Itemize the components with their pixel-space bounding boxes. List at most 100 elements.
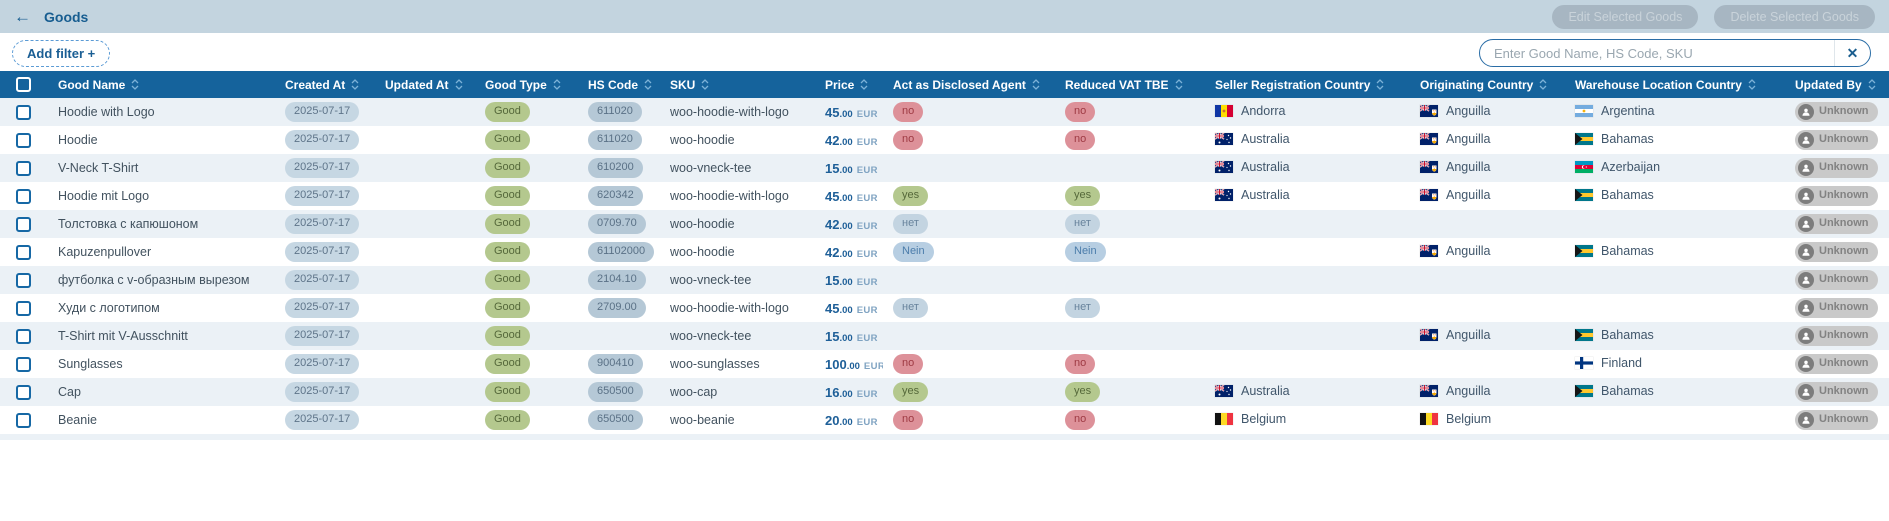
updated-by-badge: Unknown <box>1795 242 1878 262</box>
table-row: Толстовка с капюшоном 2025-07-17 Good 07… <box>0 210 1889 238</box>
column-header-reduced-vat-tbe[interactable]: Reduced VAT TBE <box>1055 71 1205 98</box>
sort-icon[interactable] <box>1539 79 1547 90</box>
row-checkbox[interactable] <box>16 300 31 316</box>
row-checkbox[interactable] <box>16 132 31 148</box>
column-header-price[interactable]: Price <box>815 71 883 98</box>
column-header-created-at[interactable]: Created At <box>275 71 375 98</box>
updated-by-badge: Unknown <box>1795 130 1878 150</box>
reduced-vat-cell: no <box>1055 406 1205 434</box>
seller-registration-country-cell: Australia <box>1205 378 1410 406</box>
column-header-hs-code[interactable]: HS Code <box>578 71 660 98</box>
disclosed-agent-cell <box>883 322 1055 350</box>
flag-icon-bahamas <box>1575 133 1593 145</box>
disclosed-agent-cell <box>883 266 1055 294</box>
column-header-act-as-disclosed-agent[interactable]: Act as Disclosed Agent <box>883 71 1055 98</box>
updated-at-cell <box>375 238 475 266</box>
sort-icon[interactable] <box>1868 79 1876 90</box>
row-checkbox[interactable] <box>16 104 31 120</box>
table-row: Sunglasses 2025-07-17 Good 900410 woo-su… <box>0 350 1889 378</box>
column-header-seller-registration-country[interactable]: Seller Registration Country <box>1205 71 1410 98</box>
row-checkbox[interactable] <box>16 412 31 428</box>
sort-icon[interactable] <box>1032 79 1040 90</box>
good-name-cell: Hoodie with Logo <box>58 105 155 119</box>
hs-code-cell: 620342 <box>578 182 660 210</box>
row-checkbox[interactable] <box>16 188 31 204</box>
originating-country-cell <box>1410 294 1565 322</box>
warehouse-location-country-cell: Bahamas <box>1565 378 1785 406</box>
delete-selected-goods-button[interactable]: Delete Selected Goods <box>1714 4 1875 29</box>
add-filter-button[interactable]: Add filter + <box>12 39 111 67</box>
table-row: V-Neck T-Shirt 2025-07-17 Good 610200 wo… <box>0 154 1889 182</box>
partial-next-row <box>0 434 1889 440</box>
search-input[interactable] <box>1480 45 1834 61</box>
flag-icon-belgium <box>1215 413 1233 425</box>
row-checkbox[interactable] <box>16 384 31 400</box>
column-header-updated-at[interactable]: Updated At <box>375 71 475 98</box>
disclosed-agent-cell: нет <box>883 294 1055 322</box>
flag-icon-anguilla <box>1420 161 1438 173</box>
hs-code-cell: 610200 <box>578 154 660 182</box>
good-type-badge: Good <box>485 354 530 374</box>
page-title: Goods <box>44 8 89 25</box>
edit-selected-goods-button[interactable]: Edit Selected Goods <box>1552 4 1699 29</box>
created-at-badge: 2025-07-17 <box>285 158 360 178</box>
sort-icon[interactable] <box>131 79 139 90</box>
column-header-warehouse-location-country[interactable]: Warehouse Location Country <box>1565 71 1785 98</box>
row-checkbox[interactable] <box>16 272 31 288</box>
warehouse-location-country-cell: Bahamas <box>1565 322 1785 350</box>
created-at-badge: 2025-07-17 <box>285 410 360 430</box>
column-header-good-type[interactable]: Good Type <box>475 71 578 98</box>
warehouse-location-country-cell <box>1565 266 1785 294</box>
flag-icon-bahamas <box>1575 189 1593 201</box>
row-checkbox[interactable] <box>16 328 31 344</box>
sort-icon[interactable] <box>860 79 868 90</box>
column-header-sku[interactable]: SKU <box>660 71 815 98</box>
updated-by-badge: Unknown <box>1795 214 1878 234</box>
column-header-updated-by[interactable]: Updated By <box>1785 71 1889 98</box>
created-at-badge: 2025-07-17 <box>285 130 360 150</box>
disclosed-agent-badge: Nein <box>893 242 934 262</box>
good-type-cell: Good <box>475 126 578 154</box>
created-at-badge: 2025-07-17 <box>285 382 360 402</box>
updated-at-cell <box>375 182 475 210</box>
reduced-vat-badge: no <box>1065 130 1096 150</box>
created-at-cell: 2025-07-17 <box>275 322 375 350</box>
sku-cell: woo-beanie <box>670 413 735 427</box>
clear-search-button[interactable]: ✕ <box>1834 40 1870 66</box>
originating-country-cell: Anguilla <box>1410 154 1565 182</box>
row-checkbox[interactable] <box>16 216 31 232</box>
good-type-badge: Good <box>485 214 530 234</box>
select-all-checkbox[interactable] <box>16 76 31 92</box>
good-type-cell: Good <box>475 322 578 350</box>
row-checkbox[interactable] <box>16 244 31 260</box>
row-select-cell <box>0 266 48 294</box>
sort-icon[interactable] <box>553 79 561 90</box>
created-at-badge: 2025-07-17 <box>285 354 360 374</box>
column-header-originating-country[interactable]: Originating Country <box>1410 71 1565 98</box>
hs-code-badge: 610200 <box>588 158 643 178</box>
back-arrow-icon[interactable]: ← <box>14 7 31 26</box>
flag-icon-anguilla <box>1420 329 1438 341</box>
seller-registration-country-cell <box>1205 294 1410 322</box>
sort-icon[interactable] <box>644 79 652 90</box>
row-select-cell <box>0 210 48 238</box>
flag-icon-belgium <box>1420 413 1438 425</box>
originating-country-cell: Anguilla <box>1410 182 1565 210</box>
column-header-good-name[interactable]: Good Name <box>48 71 275 98</box>
sort-icon[interactable] <box>1376 79 1384 90</box>
good-type-badge: Good <box>485 298 530 318</box>
good-name-cell: Beanie <box>58 413 97 427</box>
warehouse-location-country-cell: Argentina <box>1565 98 1785 126</box>
flag-icon-anguilla <box>1420 133 1438 145</box>
table-row: Худи с логотипом 2025-07-17 Good 2709.00… <box>0 294 1889 322</box>
sort-icon[interactable] <box>1175 79 1183 90</box>
row-checkbox[interactable] <box>16 160 31 176</box>
close-icon: ✕ <box>1846 44 1859 61</box>
sort-icon[interactable] <box>1748 79 1756 90</box>
sort-icon[interactable] <box>701 79 709 90</box>
row-checkbox[interactable] <box>16 356 31 372</box>
sort-icon[interactable] <box>351 79 359 90</box>
sort-icon[interactable] <box>455 79 463 90</box>
price-cell: 45.00 EUR <box>825 188 878 204</box>
good-type-badge: Good <box>485 270 530 290</box>
